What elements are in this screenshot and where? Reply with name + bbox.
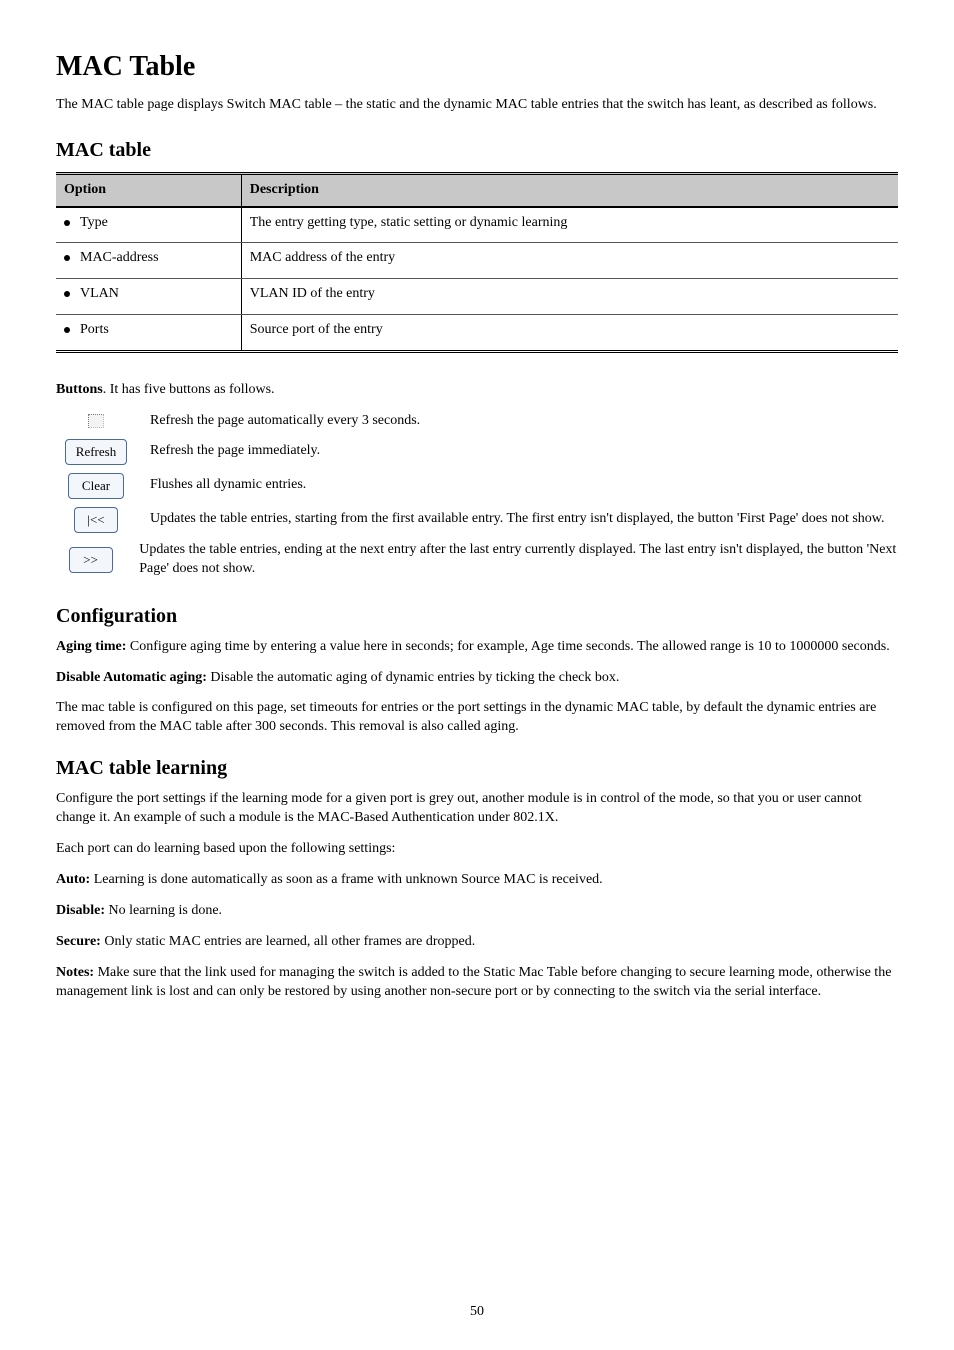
- buttons-lead-suffix: . It has five buttons as follows.: [103, 382, 275, 397]
- config-summary: The mac table is configured on this page…: [56, 699, 898, 737]
- learning-mode-label: Auto:: [56, 872, 90, 887]
- bullet-icon: [64, 220, 70, 226]
- subhead-learning: MAC table learning: [56, 755, 898, 782]
- learning-mode-body: Learning is done automatically as soon a…: [90, 872, 602, 887]
- button-icon-cell: Clear: [56, 473, 136, 499]
- config-disable-aging-body: Disable the automatic aging of dynamic e…: [207, 670, 620, 685]
- learning-p2: Each port can do learning based upon the…: [56, 840, 898, 859]
- description-cell: Source port of the entry: [241, 315, 898, 352]
- button-description-row: Refresh Refresh the page immediately.: [56, 439, 898, 465]
- button-icon-cell: |<<: [56, 507, 136, 533]
- bullet-icon: [64, 255, 70, 261]
- buttons-list: Refresh the page automatically every 3 s…: [56, 412, 898, 579]
- config-disable-aging: Disable Automatic aging: Disable the aut…: [56, 669, 898, 688]
- page-number: 50: [0, 1303, 954, 1322]
- table-row: MAC-address MAC address of the entry: [56, 243, 898, 279]
- option-cell: Type: [56, 207, 241, 243]
- option-label: Ports: [80, 321, 109, 340]
- button-description: Updates the table entries, ending at the…: [139, 541, 898, 579]
- option-label: Type: [80, 214, 108, 233]
- config-aging-time: Aging time: Configure aging time by ente…: [56, 638, 898, 657]
- button-description-row: Refresh the page automatically every 3 s…: [56, 412, 898, 431]
- buttons-lead: Buttons. It has five buttons as follows.: [56, 381, 898, 400]
- learning-mode-body: No learning is done.: [105, 903, 222, 918]
- subhead-notes: Notes:: [56, 965, 94, 980]
- option-cell: VLAN: [56, 279, 241, 315]
- button-description-row: |<< Updates the table entries, starting f…: [56, 507, 898, 533]
- option-cell: Ports: [56, 315, 241, 352]
- bullet-icon: [64, 327, 70, 333]
- bullet-icon: [64, 291, 70, 297]
- clear-button[interactable]: Clear: [68, 473, 124, 499]
- description-cell: MAC address of the entry: [241, 243, 898, 279]
- config-disable-aging-label: Disable Automatic aging:: [56, 670, 207, 685]
- description-cell: The entry getting type, static setting o…: [241, 207, 898, 243]
- button-description: Refresh the page automatically every 3 s…: [150, 412, 420, 431]
- button-icon-cell: Refresh: [56, 439, 136, 465]
- subhead-mac-table: MAC table: [56, 137, 898, 164]
- note-paragraph: Notes: Make sure that the link used for …: [56, 964, 898, 1002]
- option-label: VLAN: [80, 285, 119, 304]
- table-header-row: Option Description: [56, 173, 898, 206]
- learning-p1: Configure the port settings if the learn…: [56, 790, 898, 828]
- page-heading: MAC Table: [56, 48, 898, 86]
- col-description-header: Description: [241, 173, 898, 206]
- button-icon-cell: >>: [56, 547, 125, 573]
- config-aging-time-label: Aging time:: [56, 639, 126, 654]
- prev-page-button[interactable]: |<<: [74, 507, 118, 533]
- learning-mode-label: Secure:: [56, 934, 101, 949]
- learning-mode: Secure: Only static MAC entries are lear…: [56, 933, 898, 952]
- learning-mode: Disable: No learning is done.: [56, 902, 898, 921]
- config-aging-time-body: Configure aging time by entering a value…: [126, 639, 889, 654]
- button-icon-cell: [56, 414, 136, 428]
- subhead-buttons: Buttons: [56, 382, 103, 397]
- button-description-row: Clear Flushes all dynamic entries.: [56, 473, 898, 499]
- button-description-row: >> Updates the table entries, ending at t…: [56, 541, 898, 579]
- col-option-header: Option: [56, 173, 241, 206]
- table-row: Ports Source port of the entry: [56, 315, 898, 352]
- intro-paragraph: The MAC table page displays Switch MAC t…: [56, 96, 898, 115]
- description-cell: VLAN ID of the entry: [241, 279, 898, 315]
- learning-mode-label: Disable:: [56, 903, 105, 918]
- table-row: VLAN VLAN ID of the entry: [56, 279, 898, 315]
- option-cell: MAC-address: [56, 243, 241, 279]
- note-body: Make sure that the link used for managin…: [56, 965, 891, 999]
- learning-mode-body: Only static MAC entries are learned, all…: [101, 934, 475, 949]
- button-description: Updates the table entries, starting from…: [150, 510, 885, 529]
- learning-mode: Auto: Learning is done automatically as …: [56, 871, 898, 890]
- next-page-button[interactable]: >>: [69, 547, 113, 573]
- refresh-button[interactable]: Refresh: [65, 439, 127, 465]
- auto-refresh-checkbox-icon[interactable]: [88, 414, 104, 428]
- button-description: Flushes all dynamic entries.: [150, 476, 306, 495]
- option-label: MAC-address: [80, 249, 159, 268]
- mac-table-options: Option Description Type The entry getting…: [56, 172, 898, 353]
- button-description: Refresh the page immediately.: [150, 442, 320, 461]
- subhead-configuration: Configuration: [56, 603, 898, 630]
- table-row: Type The entry getting type, static setti…: [56, 207, 898, 243]
